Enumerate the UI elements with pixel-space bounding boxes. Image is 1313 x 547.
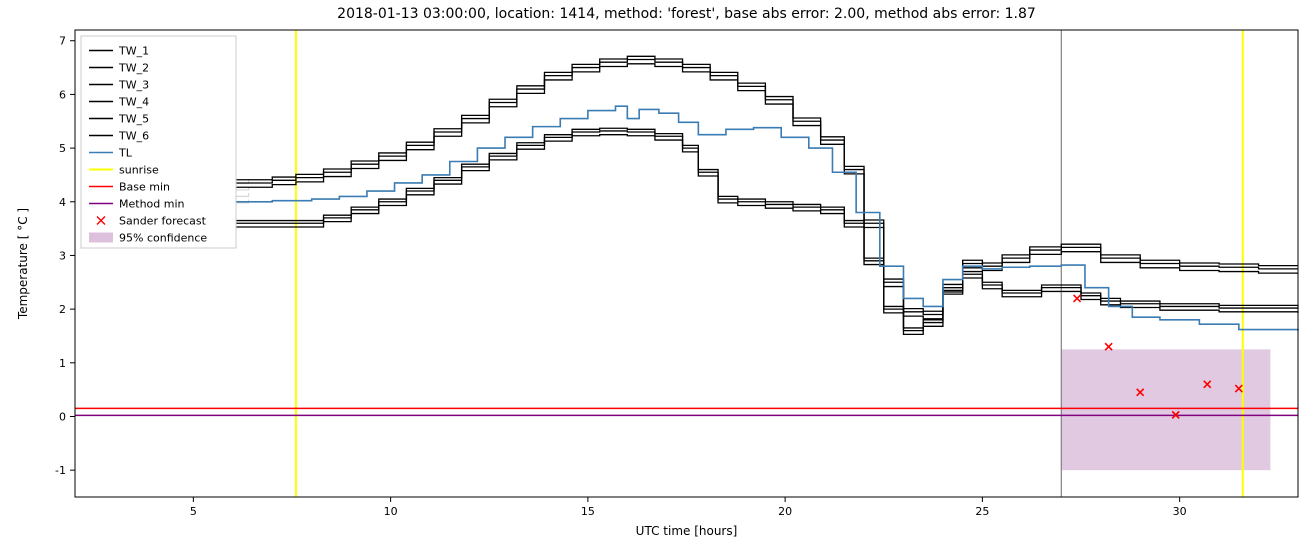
chart-container: 5 10 15 20 25 30 -1 0 1 2 3 4 5 6 7 UTC time [hours] Tem…: [0, 0, 1313, 547]
ytick-label: 7: [59, 35, 66, 48]
legend-label: TW_4: [118, 96, 149, 109]
legend-label: sunrise: [119, 164, 159, 177]
xtick-label: 10: [384, 505, 398, 518]
ytick-label: 2: [59, 303, 66, 316]
legend-label: TW_5: [118, 113, 149, 126]
legend-label: Base min: [119, 181, 170, 194]
ytick-label: 4: [59, 196, 66, 209]
legend-label: TW_3: [118, 79, 149, 92]
xtick-label: 30: [1173, 505, 1187, 518]
ytick-label: 0: [59, 410, 66, 423]
ytick-label: 5: [59, 142, 66, 155]
ytick-label: 1: [59, 357, 66, 370]
chart-svg: 5 10 15 20 25 30 -1 0 1 2 3 4 5 6 7 UTC time [hours] Tem…: [0, 0, 1313, 547]
ytick-label: -1: [55, 464, 66, 477]
legend-label: Sander forecast: [119, 215, 207, 228]
legend-label: TW_6: [118, 130, 149, 143]
legend-label: TW_1: [118, 45, 149, 58]
ytick-label: 6: [59, 88, 66, 101]
xtick-label: 15: [581, 505, 595, 518]
xtick-label: 25: [975, 505, 989, 518]
xtick-label: 20: [778, 505, 792, 518]
xtick-label: 5: [190, 505, 197, 518]
legend-label: Method min: [119, 198, 185, 211]
legend-label: TW_2: [118, 62, 149, 75]
x-axis-label: UTC time [hours]: [636, 524, 738, 538]
confidence-patch: [1061, 349, 1270, 470]
legend-label: 95% confidence: [119, 232, 207, 245]
chart-title: 2018-01-13 03:00:00, location: 1414, met…: [337, 6, 1036, 22]
y-axis-label: Temperature [ °C ]: [16, 208, 30, 320]
ytick-label: 3: [59, 249, 66, 262]
legend-label: TL: [118, 147, 133, 160]
